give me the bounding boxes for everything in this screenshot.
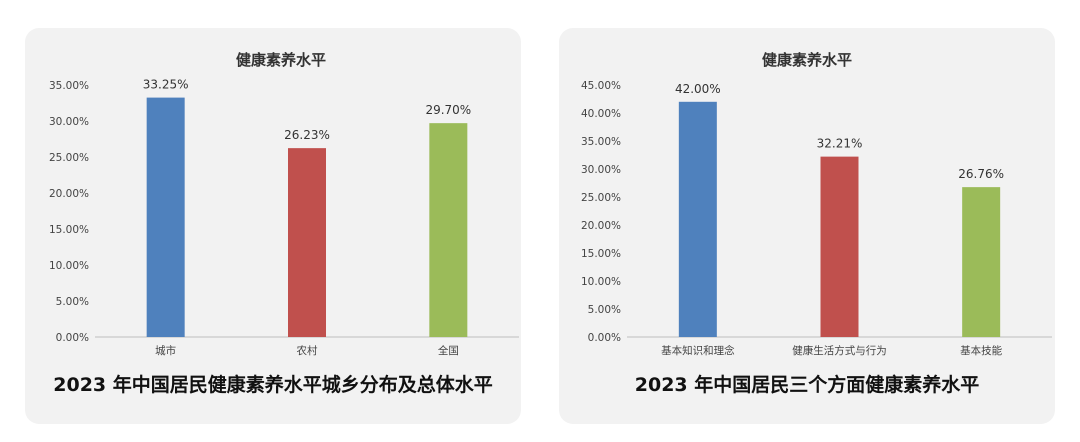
chart-card-urban-rural: 健康素养水平 0.00% 5.00% 10.00% 15.00% 20.00% 25.00… [25,28,521,424]
chart-title: 健康素养水平 [236,51,326,69]
bar [962,187,1000,337]
bar [147,98,185,337]
data-label: 26.23% [284,128,330,142]
category-label: 城市 [155,344,176,357]
bar [821,157,859,337]
category-label: 基本知识和理念 [661,344,735,357]
bar [288,148,326,337]
data-label: 33.25% [143,78,189,92]
y-tick-label: 5.00% [56,296,89,308]
chart-caption: 2023 年中国居民三个方面健康素养水平 [559,370,1055,397]
category-label: 全国 [438,344,459,357]
bar [679,102,717,337]
y-tick-label: 0.00% [56,332,89,344]
y-tick-label: 30.00% [49,116,89,128]
category-label: 基本技能 [960,344,1002,357]
data-label: 26.76% [958,167,1004,181]
bar-chart-urban-rural: 健康素养水平 0.00% 5.00% 10.00% 15.00% 20.00% 25.00… [25,28,521,424]
y-tick-label: 5.00% [588,304,621,316]
y-tick-label: 10.00% [49,260,89,272]
bar [429,123,467,337]
y-tick-label: 45.00% [581,80,621,92]
y-tick-label: 15.00% [49,224,89,236]
y-tick-label: 0.00% [588,332,621,344]
category-label: 健康生活方式与行为 [792,344,887,357]
y-tick-label: 10.00% [581,276,621,288]
y-tick-label: 20.00% [49,188,89,200]
y-tick-label: 30.00% [581,164,621,176]
data-label: 42.00% [675,82,721,96]
y-tick-label: 35.00% [49,80,89,92]
y-tick-label: 20.00% [581,220,621,232]
bar-chart-three-aspects: 健康素养水平 0.00% 5.00% 10.00% 15.00% 20.00% 25.00… [559,28,1055,424]
y-tick-label: 25.00% [49,152,89,164]
chart-title: 健康素养水平 [762,51,852,69]
y-tick-label: 25.00% [581,192,621,204]
chart-card-three-aspects: 健康素养水平 0.00% 5.00% 10.00% 15.00% 20.00% 25.00… [559,28,1055,424]
category-label: 农村 [297,344,318,357]
data-label: 32.21% [817,137,863,151]
y-tick-label: 15.00% [581,248,621,260]
y-tick-label: 40.00% [581,108,621,120]
y-tick-label: 35.00% [581,136,621,148]
chart-caption: 2023 年中国居民健康素养水平城乡分布及总体水平 [25,370,521,397]
data-label: 29.70% [425,103,471,117]
